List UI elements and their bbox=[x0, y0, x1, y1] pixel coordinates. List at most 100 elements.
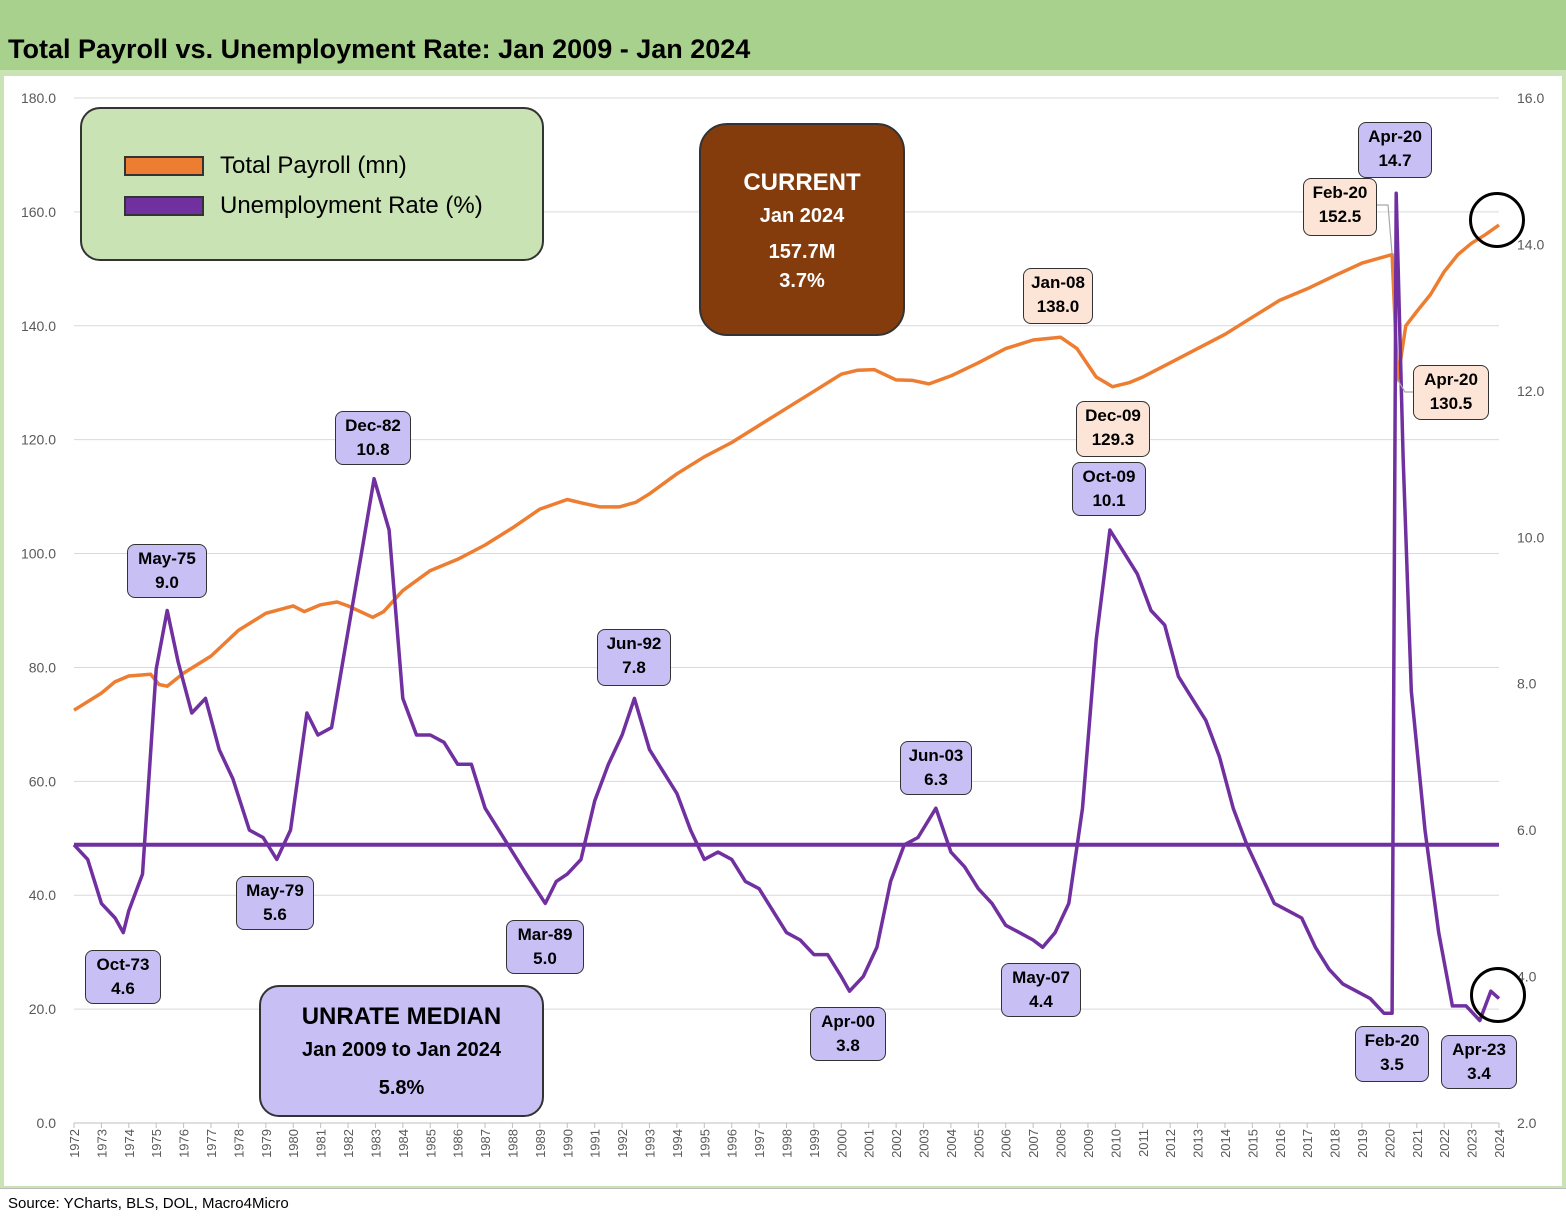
payroll-swatch bbox=[124, 156, 204, 176]
x-tick-label: 2012 bbox=[1163, 1129, 1178, 1158]
y-right-tick-label: 2.0 bbox=[1517, 1115, 1537, 1131]
current-box: CURRENT Jan 2024 157.7M 3.7% bbox=[699, 123, 905, 336]
legend: Total Payroll (mn) Unemployment Rate (%) bbox=[80, 107, 544, 261]
annotation-payroll-feb20: Feb-20 152.5 bbox=[1303, 178, 1377, 236]
y-left-tick-label: 0.0 bbox=[37, 1115, 57, 1131]
source-note: Source: YCharts, BLS, DOL, Macro4Micro bbox=[8, 1195, 289, 1212]
payroll-line bbox=[73, 223, 1501, 712]
x-tick-label: 1992 bbox=[615, 1129, 630, 1158]
x-tick-label: 2009 bbox=[1081, 1129, 1096, 1158]
annotation-payroll-dec09: Dec-09 129.3 bbox=[1076, 401, 1150, 457]
x-tick-label: 2015 bbox=[1245, 1129, 1260, 1158]
callout-leader bbox=[1377, 204, 1393, 255]
legend-item-unrate: Unemployment Rate (%) bbox=[124, 192, 483, 220]
x-tick-label: 2001 bbox=[862, 1129, 877, 1158]
x-tick-label: 2022 bbox=[1437, 1129, 1452, 1158]
current-unrate-circle bbox=[1470, 967, 1526, 1023]
annotation-unrate-apr00: Apr-00 3.8 bbox=[810, 1007, 886, 1061]
x-tick-label: 1987 bbox=[478, 1129, 493, 1158]
x-tick-label: 1991 bbox=[588, 1129, 603, 1158]
y-right-tick-label: 12.0 bbox=[1517, 383, 1544, 399]
annotation-payroll-apr20: Apr-20 130.5 bbox=[1413, 365, 1489, 420]
x-tick-label: 1980 bbox=[286, 1129, 301, 1158]
current-unrate: 3.7% bbox=[779, 270, 825, 292]
current-date: Jan 2024 bbox=[759, 205, 845, 227]
x-tick-label: 1985 bbox=[423, 1129, 438, 1158]
annotation-unrate-feb20: Feb-20 3.5 bbox=[1355, 1026, 1429, 1082]
annotation-unrate-apr20: Apr-20 14.7 bbox=[1358, 122, 1432, 178]
x-tick-label: 1999 bbox=[807, 1129, 822, 1158]
legend-label-payroll: Total Payroll (mn) bbox=[220, 152, 407, 179]
y-right-tick-label: 16.0 bbox=[1517, 90, 1544, 106]
x-tick-label: 1982 bbox=[341, 1129, 356, 1158]
x-tick-label: 2017 bbox=[1300, 1129, 1315, 1158]
x-tick-label: 2013 bbox=[1191, 1129, 1206, 1158]
x-tick-label: 2020 bbox=[1382, 1129, 1397, 1158]
x-tick-label: 2018 bbox=[1328, 1129, 1343, 1158]
x-tick-label: 1981 bbox=[314, 1129, 329, 1158]
y-left-tick-label: 40.0 bbox=[29, 887, 56, 903]
unrate-swatch bbox=[124, 196, 204, 216]
x-tick-label: 1974 bbox=[122, 1129, 137, 1158]
x-tick-label: 1998 bbox=[780, 1129, 795, 1158]
x-tick-label: 2004 bbox=[944, 1129, 959, 1158]
x-tick-label: 2021 bbox=[1410, 1129, 1425, 1158]
x-tick-label: 1988 bbox=[505, 1129, 520, 1158]
y-left-tick-label: 120.0 bbox=[21, 432, 56, 448]
annotation-payroll-jan08: Jan-08 138.0 bbox=[1023, 268, 1093, 324]
unrate-line bbox=[72, 191, 1501, 1023]
x-tick-label: 2002 bbox=[889, 1129, 904, 1158]
median-value: 5.8% bbox=[378, 1077, 425, 1099]
x-tick-label: 2006 bbox=[999, 1129, 1014, 1158]
annotation-unrate-apr23: Apr-23 3.4 bbox=[1441, 1035, 1517, 1089]
x-tick-label: 2024 bbox=[1492, 1129, 1507, 1158]
annotation-unrate-jun03: Jun-03 6.3 bbox=[900, 741, 972, 795]
x-tick-label: 2014 bbox=[1218, 1129, 1233, 1158]
annotation-unrate-may79: May-79 5.6 bbox=[236, 876, 314, 930]
current-payroll: 157.7M bbox=[768, 241, 836, 263]
callout-leader bbox=[1397, 379, 1413, 393]
y-left-tick-label: 180.0 bbox=[21, 90, 56, 106]
y-left-tick-label: 140.0 bbox=[21, 318, 56, 334]
x-tick-label: 1977 bbox=[204, 1129, 219, 1158]
x-tick-label: 2003 bbox=[917, 1129, 932, 1158]
y-right-tick-label: 10.0 bbox=[1517, 529, 1544, 545]
x-tick-label: 2023 bbox=[1465, 1129, 1480, 1158]
x-tick-label: 1976 bbox=[177, 1129, 192, 1158]
legend-label-unrate: Unemployment Rate (%) bbox=[220, 192, 483, 219]
annotation-unrate-dec82: Dec-82 10.8 bbox=[335, 411, 411, 465]
x-tick-label: 1993 bbox=[642, 1129, 657, 1158]
y-right-tick-label: 8.0 bbox=[1517, 676, 1537, 692]
x-tick-label: 1983 bbox=[368, 1129, 383, 1158]
y-right-tick-label: 14.0 bbox=[1517, 236, 1544, 252]
x-tick-label: 2000 bbox=[834, 1129, 849, 1158]
median-period: Jan 2009 to Jan 2024 bbox=[301, 1039, 501, 1061]
annotation-unrate-may07: May-07 4.4 bbox=[1001, 963, 1081, 1017]
x-tick-label: 1973 bbox=[94, 1129, 109, 1158]
x-tick-label: 2010 bbox=[1108, 1129, 1123, 1158]
title-band: Total Payroll vs. Unemployment Rate: Jan… bbox=[0, 0, 1566, 70]
y-left-tick-label: 20.0 bbox=[29, 1001, 56, 1017]
x-tick-label: 1989 bbox=[533, 1129, 548, 1158]
x-tick-label: 1979 bbox=[259, 1129, 274, 1158]
chart-title: Total Payroll vs. Unemployment Rate: Jan… bbox=[8, 34, 751, 64]
annotation-unrate-may75: May-75 9.0 bbox=[127, 544, 207, 598]
legend-item-payroll: Total Payroll (mn) bbox=[124, 152, 407, 180]
y-left-tick-label: 160.0 bbox=[21, 204, 56, 220]
y-left-tick-label: 60.0 bbox=[29, 773, 56, 789]
x-tick-label: 2005 bbox=[971, 1129, 986, 1158]
x-tick-label: 2016 bbox=[1273, 1129, 1288, 1158]
x-tick-label: 1996 bbox=[725, 1129, 740, 1158]
current-heading: CURRENT bbox=[743, 169, 861, 196]
x-tick-label: 1997 bbox=[752, 1129, 767, 1158]
x-tick-label: 2008 bbox=[1054, 1129, 1069, 1158]
y-left-tick-label: 100.0 bbox=[21, 546, 56, 562]
y-left-tick-label: 80.0 bbox=[29, 659, 56, 675]
x-tick-label: 1990 bbox=[560, 1129, 575, 1158]
annotation-unrate-mar89: Mar-89 5.0 bbox=[506, 920, 584, 974]
x-tick-label: 2007 bbox=[1026, 1129, 1041, 1158]
x-tick-label: 1978 bbox=[231, 1129, 246, 1158]
current-payroll-circle bbox=[1469, 192, 1525, 248]
x-tick-label: 1972 bbox=[67, 1129, 82, 1158]
